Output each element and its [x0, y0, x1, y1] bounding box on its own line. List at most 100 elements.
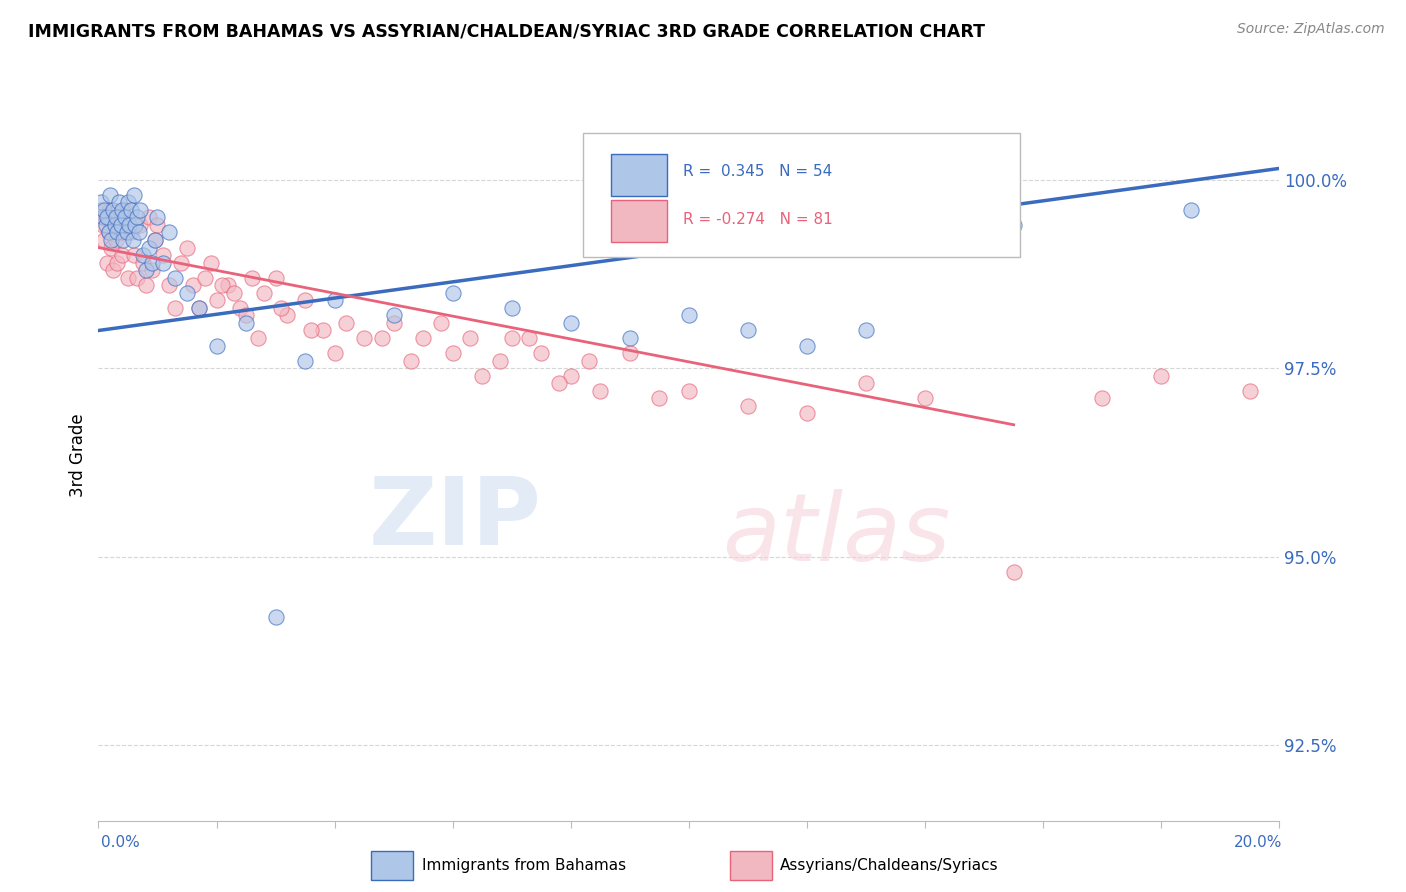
- Point: [312, 324, 335, 338]
- Point: [176, 241, 198, 255]
- Point: [914, 392, 936, 406]
- Point: [187, 301, 209, 315]
- Point: [128, 226, 150, 240]
- Point: [157, 226, 180, 240]
- FancyBboxPatch shape: [582, 133, 1019, 258]
- Point: [124, 218, 146, 232]
- Point: [401, 353, 423, 368]
- Point: [678, 384, 700, 398]
- Point: [98, 226, 121, 240]
- Point: [138, 211, 160, 225]
- Point: [105, 211, 128, 225]
- Point: [100, 233, 122, 247]
- Point: [187, 301, 209, 315]
- Point: [108, 195, 131, 210]
- Point: [240, 270, 263, 285]
- Point: [430, 316, 453, 330]
- Point: [105, 233, 128, 247]
- Point: [560, 368, 582, 383]
- Point: [98, 202, 121, 217]
- Point: [146, 211, 169, 225]
- Point: [94, 218, 117, 232]
- Point: [1239, 384, 1261, 398]
- Point: [548, 376, 571, 391]
- Text: IMMIGRANTS FROM BAHAMAS VS ASSYRIAN/CHALDEAN/SYRIAC 3RD GRADE CORRELATION CHART: IMMIGRANTS FROM BAHAMAS VS ASSYRIAN/CHAL…: [28, 22, 986, 40]
- Point: [114, 211, 136, 225]
- Point: [181, 278, 204, 293]
- Point: [121, 233, 143, 247]
- Point: [519, 331, 541, 345]
- Point: [323, 293, 346, 308]
- Point: [648, 392, 671, 406]
- Point: [855, 376, 877, 391]
- Point: [118, 218, 141, 232]
- Point: [132, 248, 155, 262]
- Point: [200, 255, 222, 269]
- Point: [117, 195, 139, 210]
- Point: [211, 278, 233, 293]
- Point: [98, 226, 121, 240]
- Point: [94, 211, 117, 225]
- Text: R = -0.274   N = 81: R = -0.274 N = 81: [683, 212, 832, 227]
- Point: [489, 353, 512, 368]
- Point: [114, 202, 136, 217]
- FancyBboxPatch shape: [612, 201, 666, 242]
- Point: [112, 233, 135, 247]
- Point: [103, 202, 125, 217]
- Point: [205, 338, 228, 352]
- Point: [737, 324, 759, 338]
- Point: [471, 368, 494, 383]
- Point: [1002, 565, 1025, 579]
- Point: [294, 293, 316, 308]
- Point: [105, 226, 128, 240]
- Point: [93, 233, 115, 247]
- Point: [120, 202, 142, 217]
- Point: [246, 331, 269, 345]
- Point: [371, 331, 394, 345]
- Point: [224, 285, 246, 300]
- Point: [108, 211, 131, 225]
- Point: [135, 263, 157, 277]
- Point: [253, 285, 276, 300]
- Point: [229, 301, 252, 315]
- Point: [501, 301, 523, 315]
- Point: [235, 309, 257, 323]
- Point: [152, 255, 174, 269]
- Point: [796, 338, 818, 352]
- Point: [125, 211, 148, 225]
- Point: [619, 346, 641, 360]
- Text: Source: ZipAtlas.com: Source: ZipAtlas.com: [1237, 22, 1385, 37]
- Point: [382, 309, 405, 323]
- Point: [128, 218, 150, 232]
- Point: [170, 255, 193, 269]
- Text: ZIP: ZIP: [368, 473, 541, 565]
- Point: [157, 278, 180, 293]
- Point: [103, 263, 125, 277]
- Y-axis label: 3rd Grade: 3rd Grade: [69, 413, 87, 497]
- Point: [560, 316, 582, 330]
- Point: [299, 324, 322, 338]
- Point: [678, 309, 700, 323]
- Point: [146, 218, 169, 232]
- Point: [264, 610, 287, 624]
- Point: [441, 346, 464, 360]
- Point: [578, 353, 600, 368]
- Point: [143, 233, 166, 247]
- Point: [855, 324, 877, 338]
- Point: [235, 316, 257, 330]
- Point: [530, 346, 553, 360]
- Point: [152, 248, 174, 262]
- Point: [1150, 368, 1173, 383]
- Point: [111, 202, 134, 217]
- Point: [335, 316, 357, 330]
- Point: [501, 331, 523, 345]
- Point: [194, 270, 217, 285]
- Point: [323, 346, 346, 360]
- Point: [441, 285, 464, 300]
- Text: Immigrants from Bahamas: Immigrants from Bahamas: [422, 858, 626, 872]
- Point: [91, 211, 114, 225]
- Point: [138, 241, 160, 255]
- Point: [1002, 218, 1025, 232]
- Point: [122, 187, 145, 202]
- Point: [165, 270, 187, 285]
